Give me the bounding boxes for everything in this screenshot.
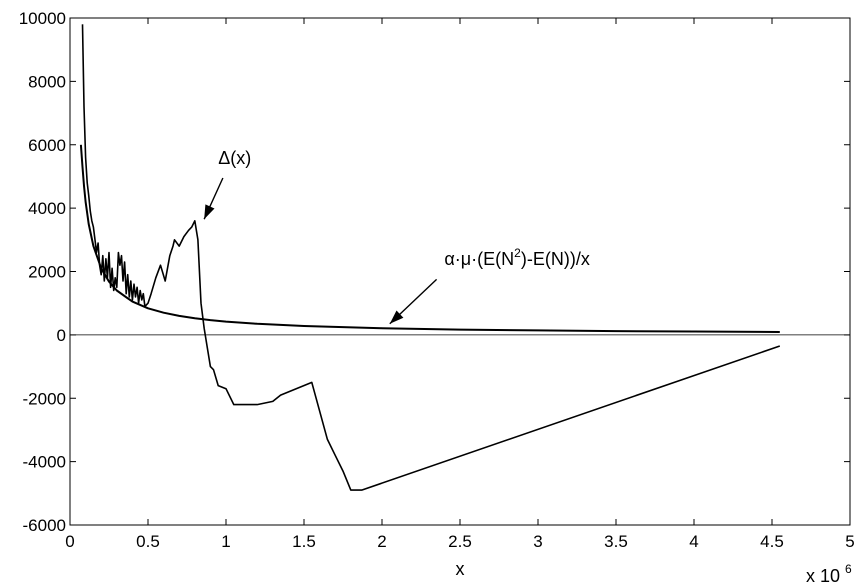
annotation-label: Δ(x) [218,148,251,168]
y-tick-label: 6000 [28,136,66,155]
annotation-arrow-head [204,204,215,220]
x-tick-label: 3 [533,532,542,551]
x-tick-label: 4 [689,532,698,551]
y-tick-label: 4000 [28,199,66,218]
y-tick-label: -4000 [23,453,66,472]
plot-frame [69,17,851,526]
y-tick-label: 2000 [28,263,66,282]
x-axis-label: x [456,559,465,579]
x-tick-label: 5 [845,532,854,551]
series-line-2 [79,144,780,333]
annotations: Δ(x) α·μ·(E(N2)-E(N))/x [203,148,590,325]
x-tick-label: 1 [221,532,230,551]
y-ticks: -6000 -4000 -2000 0 2000 4000 6000 8000 10000 [19,9,850,535]
y-tick-label: -2000 [23,389,66,408]
annotation-superscript: 2 [514,246,521,260]
y-tick-label: 0 [57,326,66,345]
x-tick-label: 1.5 [292,532,316,551]
annotation-text-rest: )-E(N))/x [521,249,590,269]
x-tick-label: 3.5 [604,532,628,551]
annotation-text: α·μ·(E(N [444,249,514,269]
x-multiplier-base: x 10 [806,566,840,584]
y-tick-label: -6000 [23,516,66,535]
x-multiplier-exponent: 6 [845,562,852,576]
x-tick-label: 4.5 [760,532,784,551]
series-group [79,24,781,491]
x-multiplier-label: x 10 6 [806,562,852,584]
annotation-arrow-head [389,310,404,324]
y-tick-label: 10000 [19,9,66,28]
x-tick-label: 2.5 [448,532,472,551]
annotation-label: α·μ·(E(N2)-E(N))/x [444,246,589,269]
x-tick-label: 0 [65,532,74,551]
series-line-1 [81,24,781,491]
x-tick-label: 2 [377,532,386,551]
x-tick-label: 0.5 [136,532,160,551]
annotation-text: Δ(x) [218,148,251,168]
y-tick-label: 8000 [28,72,66,91]
x-ticks: 0 0.5 1 1.5 2 2.5 3 3.5 4 4.5 5 [65,18,855,551]
